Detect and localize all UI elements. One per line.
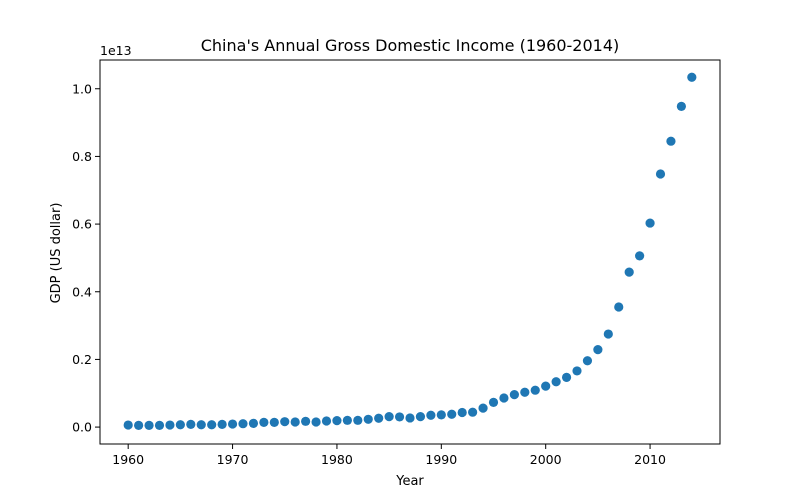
data-point [530,385,540,395]
data-point [436,410,446,420]
data-point [541,381,551,391]
data-point [624,267,634,277]
data-point [186,419,196,429]
data-points [123,72,697,430]
x-tick-label: 1970 [217,452,249,467]
x-tick-label: 2000 [530,452,562,467]
y-tick-label: 0.2 [72,352,92,367]
data-point [499,393,509,403]
data-point [551,377,561,387]
data-point [207,420,217,430]
data-point [280,417,290,427]
data-point [342,415,352,425]
data-point [311,417,321,427]
data-point [572,366,582,376]
data-point [301,416,311,426]
y-tick-label: 1.0 [72,81,92,96]
data-point [426,410,436,420]
data-point [676,101,686,111]
data-point [196,420,206,430]
data-point [614,302,624,312]
data-point [645,218,655,228]
data-point [457,407,467,418]
data-point [509,390,519,400]
y-axis-offset-label: 1e13 [100,43,132,58]
data-point [655,169,666,179]
plot-area-frame [99,59,721,445]
x-tick-label: 1960 [112,452,144,467]
x-axis-ticks: 1960 1970 1980 1990 2000 2010 [112,444,666,467]
data-point [447,409,457,419]
data-point [332,416,342,426]
data-point [561,372,572,382]
data-point [217,419,227,429]
y-axis-label: GDP (US dollar) [49,203,64,304]
data-point [603,329,613,339]
data-point [468,407,478,417]
data-point [415,411,426,422]
chart-title: China's Annual Gross Domestic Income (19… [201,36,620,55]
y-axis-ticks: 0.0 0.2 0.4 0.6 0.8 1.0 [72,81,100,435]
data-point [227,419,238,429]
data-point [520,387,530,397]
y-tick-label: 0.4 [72,284,92,299]
data-point [394,412,405,422]
y-tick-label: 0.0 [72,420,92,435]
y-tick-label: 0.6 [72,217,92,232]
data-point [269,417,279,427]
data-point [123,420,133,430]
data-point [488,397,499,407]
x-axis-label: Year [395,474,424,489]
data-point [134,420,144,430]
data-point [582,356,593,366]
data-point [374,413,384,423]
data-point [248,418,259,428]
data-point [593,345,603,355]
x-tick-label: 2010 [634,452,666,467]
data-point [353,415,363,425]
data-point [290,417,300,427]
data-point [666,136,676,146]
data-point [144,420,154,430]
x-tick-label: 1980 [321,452,353,467]
data-point [175,420,185,430]
data-point [687,72,697,82]
data-point [384,411,394,422]
x-tick-label: 1990 [425,452,457,467]
data-point [635,251,645,261]
y-tick-label: 0.8 [72,149,92,164]
data-point [259,417,269,427]
data-point [238,419,248,429]
data-point [478,403,488,413]
data-point [405,413,415,423]
data-point [321,416,332,426]
data-point [363,414,373,424]
data-point [165,420,175,430]
data-point [154,420,165,430]
